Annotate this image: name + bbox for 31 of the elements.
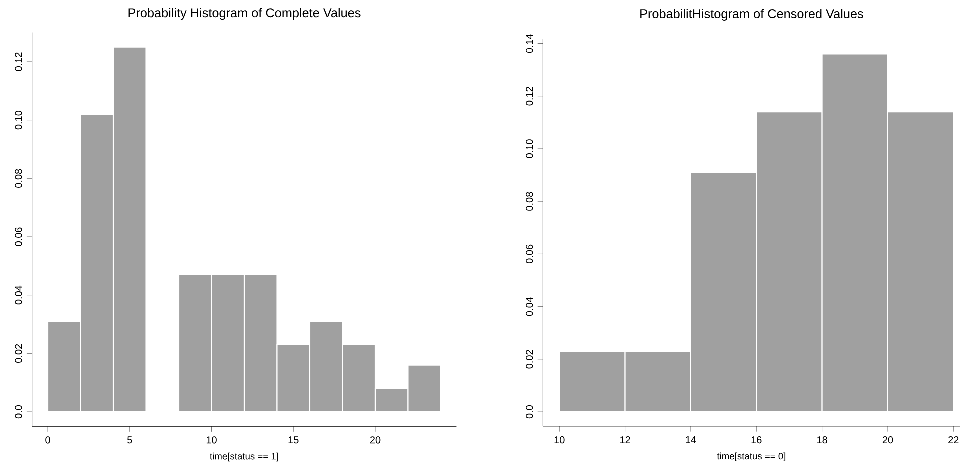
y-tick-label: 0.02	[526, 350, 534, 369]
x-tick-label: 20	[370, 436, 381, 444]
chart-title: ProbabilitHistogram of Censored Values	[640, 9, 864, 21]
x-axis-title: time[status == 1]	[210, 452, 278, 462]
x-tick-label: 16	[752, 436, 762, 444]
x-tick-label: 10	[206, 436, 217, 444]
y-tick-label: 0.12	[526, 87, 534, 106]
y-tick-label: 0.10	[15, 110, 22, 130]
y-tick-label: 0.06	[15, 228, 22, 246]
y-tick-label: 0.06	[526, 244, 534, 264]
y-tick-label: 0.04	[15, 286, 22, 305]
y-tick-label: 0.0	[526, 405, 534, 419]
x-tick-label: 20	[882, 436, 894, 444]
x-tick-label: 5	[128, 436, 132, 444]
y-tick-label: 0.08	[526, 192, 534, 211]
x-tick-label: 10	[554, 436, 565, 444]
x-tick-label: 12	[620, 436, 630, 444]
y-tick-label: 0.08	[15, 169, 22, 188]
x-tick-label: 15	[288, 436, 299, 444]
y-tick-label: 0.04	[526, 297, 534, 316]
y-tick-label: 0.0	[15, 405, 22, 419]
x-tick-label: 0	[46, 436, 50, 444]
y-tick-label: 0.02	[15, 344, 22, 364]
y-tick-label: 0.12	[15, 52, 22, 72]
y-tick-label: 0.10	[526, 140, 534, 158]
x-tick-label: 22	[948, 436, 959, 444]
x-tick-label: 18	[817, 436, 828, 444]
chart-title: Probability Histogram of Complete Values	[128, 8, 361, 20]
x-axis-title: time[status == 0]	[717, 452, 786, 462]
x-tick-label: 14	[686, 436, 696, 444]
y-tick-label: 0.14	[526, 34, 534, 54]
